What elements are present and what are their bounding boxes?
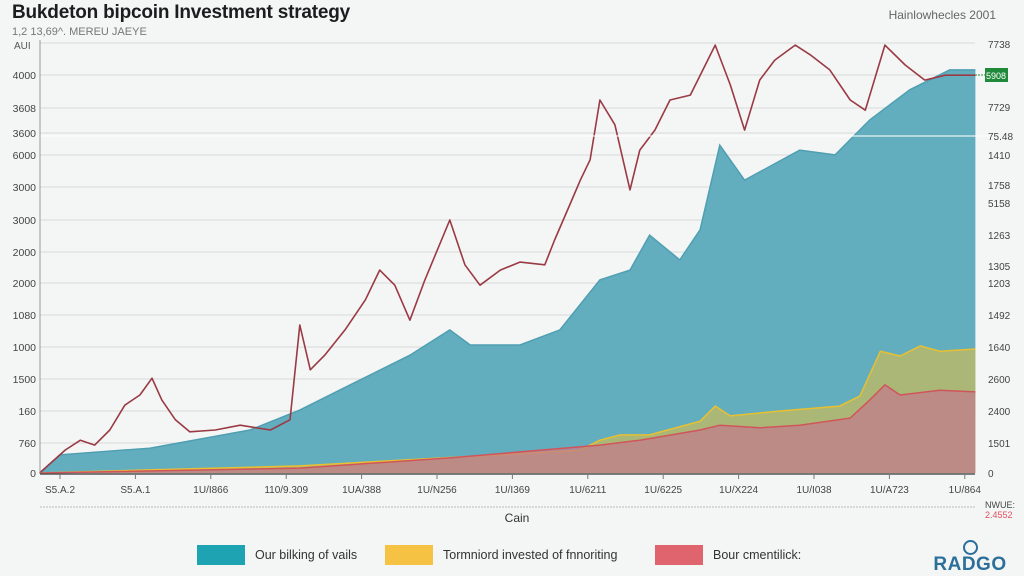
y-tick-label: 160: [18, 406, 36, 418]
x-tick-label: 1U/N256: [417, 485, 457, 496]
logo-icon: [962, 540, 978, 555]
legend-swatch: [385, 545, 433, 565]
legend-swatch: [655, 545, 703, 565]
x-tick-label: 1U/6211: [569, 485, 607, 496]
area-series-2: [39, 384, 976, 473]
y-tick-label: 2000: [13, 247, 37, 259]
right-y-tick-label: 5158: [988, 199, 1011, 210]
right-footer-value: 2.4552: [985, 510, 1013, 520]
x-tick-label: 1U/A723: [870, 485, 909, 496]
x-tick-label: 1UA/388: [342, 485, 381, 496]
right-y-tick-label: 7738: [988, 40, 1011, 51]
x-tick-label: 1U/6225: [644, 485, 682, 496]
y-tick-label: 3000: [13, 182, 37, 194]
y-axis-top-label: AUI: [14, 41, 31, 52]
logo-text: RADGO: [933, 554, 1007, 575]
y-tick-label: 1000: [13, 342, 37, 354]
y-tick-label: 1500: [13, 374, 37, 386]
x-tick-label: 1U/I369: [495, 485, 530, 496]
right-footer-label: NWUE:: [985, 500, 1015, 510]
price-line: [39, 44, 976, 474]
right-highlight-label: 5908: [986, 71, 1006, 81]
legend-item-red: Bour cmentilick:: [655, 545, 801, 565]
y-tick-label: 1080: [13, 310, 37, 322]
x-tick-label: 1U/864: [949, 485, 982, 496]
area-series-edge-0: [39, 69, 976, 474]
chart-subtitle: 1,2 13,69^. MEREU JAEYE: [12, 26, 147, 38]
x-tick-label: S5.A.1: [120, 485, 150, 496]
y-tick-label: 2000: [13, 278, 37, 290]
right-y-tick-label: 75.48: [988, 132, 1013, 143]
corner-label: Hainlowhecles 2001: [888, 8, 996, 22]
x-tick-label: 1U/I038: [796, 485, 831, 496]
legend-label: Bour cmentilick:: [713, 548, 802, 562]
legend-label: Our bilking of vails: [255, 548, 358, 562]
right-y-tick-label: 7729: [988, 103, 1011, 114]
legend-item-teal: Our bilking of vails: [197, 545, 357, 565]
right-y-tick-label: 1758: [988, 181, 1011, 192]
right-y-tick-label: 0: [988, 469, 994, 480]
x-tick-label: 110/9.309: [264, 485, 308, 496]
y-tick-label: 4000: [13, 70, 37, 82]
right-y-tick-label: 1305: [988, 262, 1011, 273]
right-y-tick-label: 2400: [988, 407, 1011, 418]
right-y-tick-label: 2600: [988, 375, 1011, 386]
legend-swatch: [197, 545, 245, 565]
area-series-edge-1: [39, 345, 976, 474]
y-tick-label: 3608: [13, 103, 37, 115]
y-tick-label: 0: [30, 468, 36, 480]
right-y-tick-label: 1410: [988, 151, 1011, 162]
x-tick-label: S5.A.2: [45, 485, 75, 496]
right-y-tick-label: 1492: [988, 311, 1011, 322]
right-y-tick-label: 1640: [988, 343, 1011, 354]
x-tick-label: 1U/I866: [193, 485, 228, 496]
y-tick-label: 3600: [13, 128, 37, 140]
right-highlight-badge: [985, 68, 1008, 82]
right-y-tick-label: 1203: [988, 279, 1011, 290]
chart-title: Bukdeton bipcoin Investment strategy: [12, 2, 351, 23]
x-tick-label: 1U/X224: [719, 485, 758, 496]
area-series-0: [39, 69, 976, 474]
right-y-tick-label: 1501: [988, 439, 1011, 450]
y-tick-label: 760: [18, 438, 36, 450]
brand-logo: RADGO: [930, 540, 1010, 575]
legend-label: Tormniord invested of fnnoriting: [443, 548, 618, 562]
area-series-edge-2: [39, 383, 976, 474]
right-y-tick-label: 1263: [988, 231, 1011, 242]
legend-item-yellow: Tormniord invested of fnnoriting: [385, 545, 617, 565]
x-axis-label: Cain: [505, 511, 530, 525]
y-tick-label: 6000: [13, 150, 37, 162]
y-tick-label: 3000: [13, 215, 37, 227]
